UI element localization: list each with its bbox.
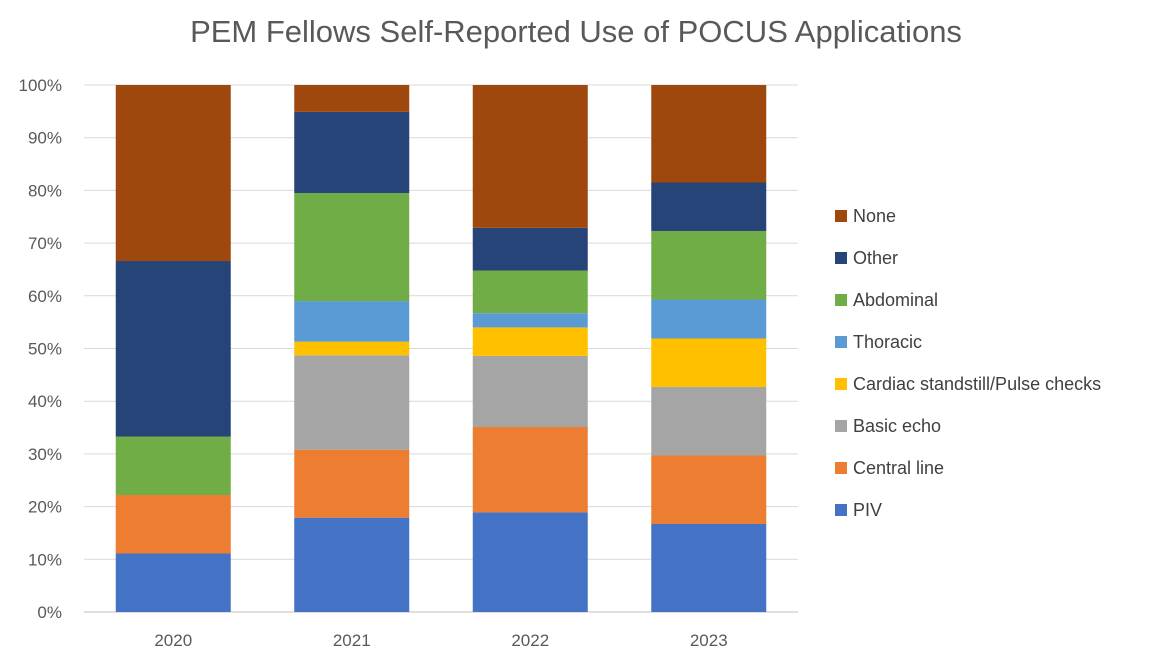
y-tick-label: 10% <box>28 550 62 569</box>
legend-swatch <box>835 336 847 348</box>
legend-label: Abdominal <box>853 290 938 310</box>
x-tick-label: 2020 <box>154 631 192 650</box>
bar-segment <box>115 436 231 496</box>
bar-segment <box>472 270 588 314</box>
legend-swatch <box>835 210 847 222</box>
y-tick-label: 40% <box>28 392 62 411</box>
bar-segment <box>115 553 231 612</box>
legend-label: PIV <box>853 500 882 520</box>
bar-segment <box>115 261 231 437</box>
bar-segment <box>115 495 231 554</box>
y-axis-ticks: 0% 10% 20% 30% 40% 50% 60% 70% 80% 90% 100% <box>19 76 62 622</box>
legend-label: Thoracic <box>853 332 922 352</box>
bar-segment <box>294 341 410 356</box>
bar-segment <box>651 230 767 300</box>
bar-segment <box>294 193 410 302</box>
legend-swatch <box>835 378 847 390</box>
bar-segment <box>651 523 767 612</box>
bar-segment <box>472 85 588 228</box>
y-tick-label: 80% <box>28 181 62 200</box>
y-tick-label: 30% <box>28 445 62 464</box>
legend-swatch <box>835 504 847 516</box>
y-tick-label: 20% <box>28 498 62 517</box>
bar-segment <box>115 85 231 262</box>
x-tick-label: 2023 <box>690 631 728 650</box>
legend: None Other Abdominal Thoracic Cardiac stands… <box>835 206 1101 520</box>
bar-segment <box>294 517 410 612</box>
bar-segment <box>472 512 588 612</box>
y-tick-label: 70% <box>28 234 62 253</box>
y-tick-label: 0% <box>37 603 62 622</box>
legend-swatch <box>835 252 847 264</box>
bar-segment <box>294 85 410 112</box>
bar-segment <box>651 85 767 183</box>
bar-segment <box>651 386 767 456</box>
bar-segment <box>294 355 410 450</box>
legend-swatch <box>835 420 847 432</box>
y-tick-label: 100% <box>19 76 62 95</box>
legend-swatch <box>835 294 847 306</box>
y-tick-label: 50% <box>28 340 62 359</box>
legend-label: None <box>853 206 896 226</box>
bar-segment <box>651 299 767 339</box>
bar-segment <box>294 111 410 194</box>
legend-label: Other <box>853 248 898 268</box>
bar-segment <box>472 313 588 328</box>
bar-segment <box>651 455 767 524</box>
bar-segment <box>294 449 410 518</box>
chart-title: PEM Fellows Self-Reported Use of POCUS A… <box>190 14 962 49</box>
bar-segment <box>472 327 588 356</box>
bar-segment <box>651 182 767 231</box>
bar-segment <box>472 427 588 513</box>
bar-segment <box>651 338 767 387</box>
bar-segment <box>472 227 588 271</box>
legend-swatch <box>835 462 847 474</box>
legend-label: Central line <box>853 458 944 478</box>
x-axis-ticks: 2020 2021 2022 2023 <box>154 631 727 650</box>
x-tick-label: 2022 <box>511 631 549 650</box>
legend-label: Cardiac standstill/Pulse checks <box>853 374 1101 394</box>
legend-label: Basic echo <box>853 416 941 436</box>
x-tick-label: 2021 <box>333 631 371 650</box>
y-tick-label: 60% <box>28 287 62 306</box>
bars <box>115 85 767 612</box>
bar-segment <box>294 301 410 342</box>
y-tick-label: 90% <box>28 129 62 148</box>
bar-segment <box>472 355 588 428</box>
